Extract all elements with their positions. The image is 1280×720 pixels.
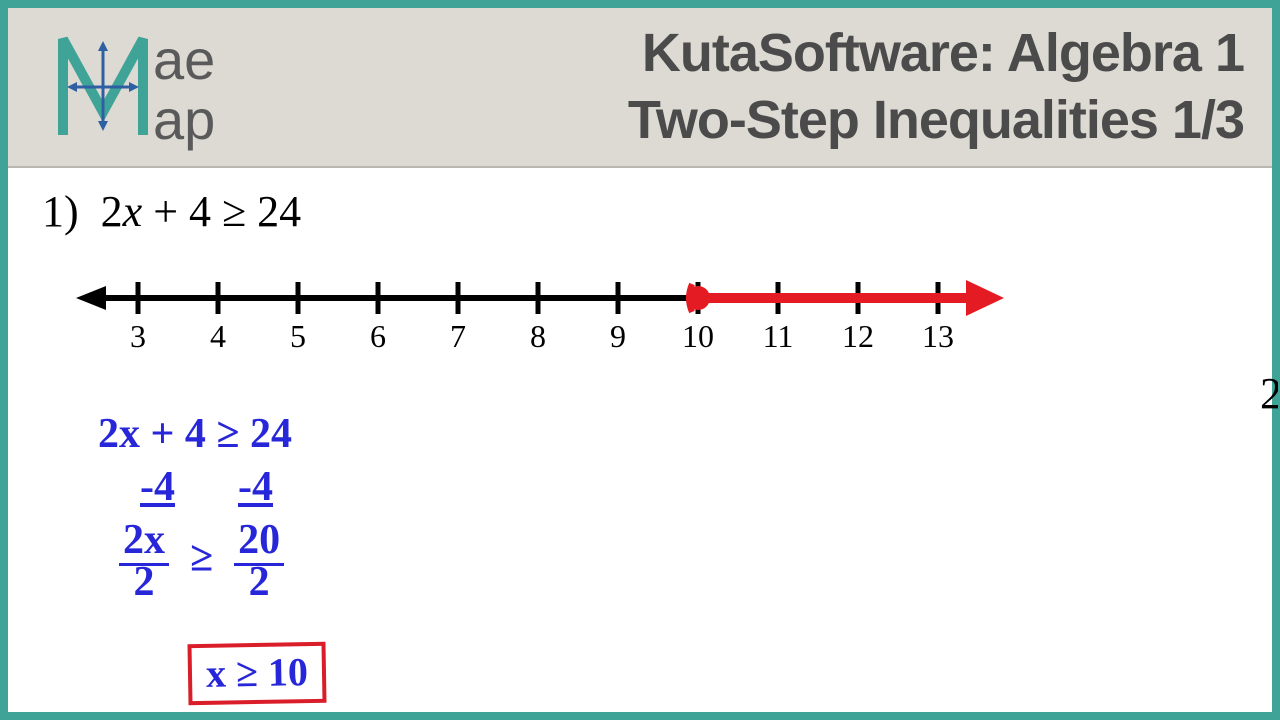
tick-8: 8 xyxy=(530,318,546,355)
header-bar: ae ap KutaSoftware: Algebra 1 Two-Step I… xyxy=(8,8,1272,168)
tick-4: 4 xyxy=(210,318,226,355)
answer-box: x ≥ 10 xyxy=(187,642,326,705)
tick-13: 13 xyxy=(922,318,954,355)
edge-partial-char: 2 xyxy=(1260,368,1278,419)
work-line-3: 2x2 ≥ 202 xyxy=(98,519,292,603)
tick-12: 12 xyxy=(842,318,874,355)
maemap-logo-svg: ae ap xyxy=(48,17,328,157)
answer-text: x ≥ 10 xyxy=(206,649,309,696)
outer-frame: ae ap KutaSoftware: Algebra 1 Two-Step I… xyxy=(0,0,1280,720)
header-titles: KutaSoftware: Algebra 1 Two-Step Inequal… xyxy=(348,20,1272,155)
handwritten-work: 2x + 4 ≥ 24 -4 -4 2x2 ≥ 202 xyxy=(98,408,292,603)
problem-number: 1) xyxy=(42,187,79,236)
tick-11: 11 xyxy=(763,318,794,355)
tick-3: 3 xyxy=(130,318,146,355)
tick-5: 5 xyxy=(290,318,306,355)
logo: ae ap xyxy=(8,17,348,157)
problem-statement: 1) 2x + 4 ≥ 24 xyxy=(42,186,1242,237)
work-line-1: 2x + 4 ≥ 24 xyxy=(98,408,292,461)
logo-lower-text: ap xyxy=(153,88,215,151)
tick-7: 7 xyxy=(450,318,466,355)
tick-10: 10 xyxy=(682,318,714,355)
title-line-2: Two-Step Inequalities 1/3 xyxy=(348,87,1244,155)
title-line-1: KutaSoftware: Algebra 1 xyxy=(348,20,1244,88)
tick-6: 6 xyxy=(370,318,386,355)
logo-upper-text: ae xyxy=(153,28,215,91)
problem-expression: 2x + 4 ≥ 24 xyxy=(101,187,302,236)
content-area: 1) 2x + 4 ≥ 24 xyxy=(8,168,1272,237)
work-line-2: -4 -4 xyxy=(98,461,292,514)
tick-9: 9 xyxy=(610,318,626,355)
